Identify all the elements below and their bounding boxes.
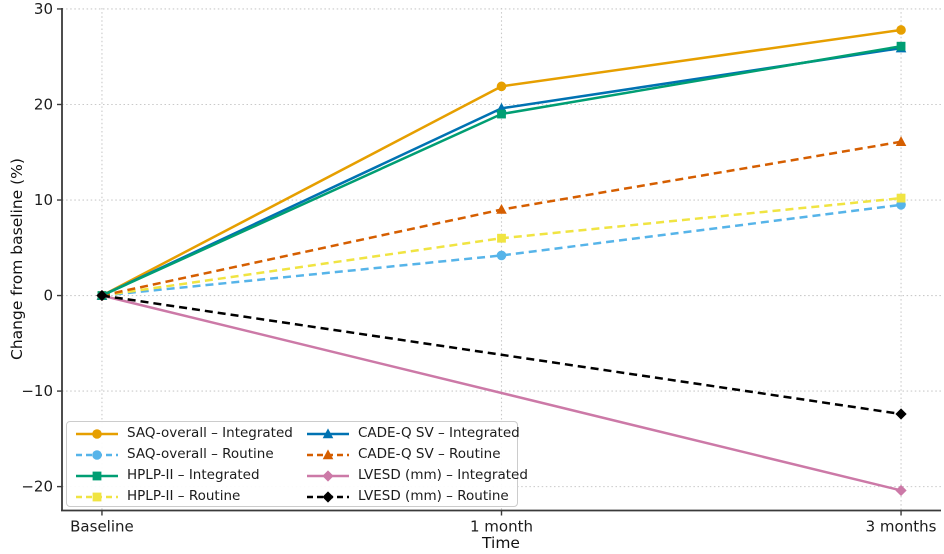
marker-hplp-ii-integrated [896,41,906,51]
legend: SAQ-overall – Integrated SAQ-overall – Ro… [66,421,528,507]
legend-marker-cade-q-sv-routine [322,448,334,459]
y-tick-label: −10 [21,382,53,400]
legend-item: LVESD (mm) – Routine [306,486,528,507]
legend-label: CADE-Q SV – Routine [358,446,501,462]
marker-cade-q-sv-routine [496,203,507,214]
legend-triangle-icon [307,448,349,459]
legend-marker-hplp-ii-integrated [92,471,102,480]
legend-diamond-icon [307,469,349,482]
legend-item: HPLP-II – Routine [75,486,306,507]
legend-item: SAQ-overall – Integrated [75,423,306,444]
legend-item: HPLP-II – Integrated [75,465,306,486]
legend-label: SAQ-overall – Integrated [127,425,293,441]
marker-hplp-ii-routine [497,233,506,243]
marker-saq-overall-routine [496,250,507,261]
marker-saq-overall-integrated [896,25,906,35]
marker-lvesd-mm-routine [96,289,108,302]
marker-saq-overall-integrated [496,81,507,92]
legend-label: LVESD (mm) – Routine [358,488,509,504]
legend-label: SAQ-overall – Routine [127,446,274,462]
marker-hplp-ii-integrated [497,109,506,119]
legend-item: SAQ-overall – Routine [75,444,306,465]
y-tick-label: 10 [34,191,53,209]
legend-triangle-icon [307,427,349,438]
legend-label: LVESD (mm) – Integrated [358,467,528,483]
marker-lvesd-mm-integrated [895,484,907,497]
legend-square-icon [76,471,118,480]
marker-lvesd-mm-routine [895,408,907,420]
legend-label: HPLP-II – Integrated [127,467,260,483]
x-tick-label: Baseline [70,518,134,536]
legend-item: LVESD (mm) – Integrated [306,465,528,486]
legend-diamond-icon [307,490,349,503]
legend-marker-saq-overall-integrated [92,428,102,439]
legend-marker-hplp-ii-routine [92,492,102,501]
legend-item: CADE-Q SV – Routine [306,444,528,465]
y-tick-label: 30 [34,0,53,18]
x-tick-label: 3 months [866,518,937,536]
y-tick-label: 0 [43,287,53,305]
y-axis-label: Change from baseline (%) [8,158,26,360]
legend-circle-icon [76,428,118,439]
legend-marker-saq-overall-routine [92,449,102,460]
legend-circle-icon [76,449,118,460]
marker-cade-q-sv-routine [895,136,907,146]
y-tick-label: −20 [21,478,53,496]
legend-marker-cade-q-sv-integrated [322,427,334,438]
legend-item: CADE-Q SV – Integrated [306,423,528,444]
line-lvesd-mm-routine [101,294,902,416]
legend-marker-lvesd-mm-routine [322,490,334,503]
marker-hplp-ii-routine [896,193,906,203]
y-tick-label: 20 [34,95,53,113]
line-lvesd-mm-integrated [101,294,902,492]
x-tick-label: 1 month [470,518,533,536]
x-axis-label: Time [482,534,520,552]
legend-label: CADE-Q SV – Integrated [358,425,520,441]
line-saq-overall-routine [101,203,902,297]
legend-square-icon [76,492,118,501]
legend-label: HPLP-II – Routine [127,488,241,504]
legend-marker-lvesd-mm-integrated [322,469,334,482]
